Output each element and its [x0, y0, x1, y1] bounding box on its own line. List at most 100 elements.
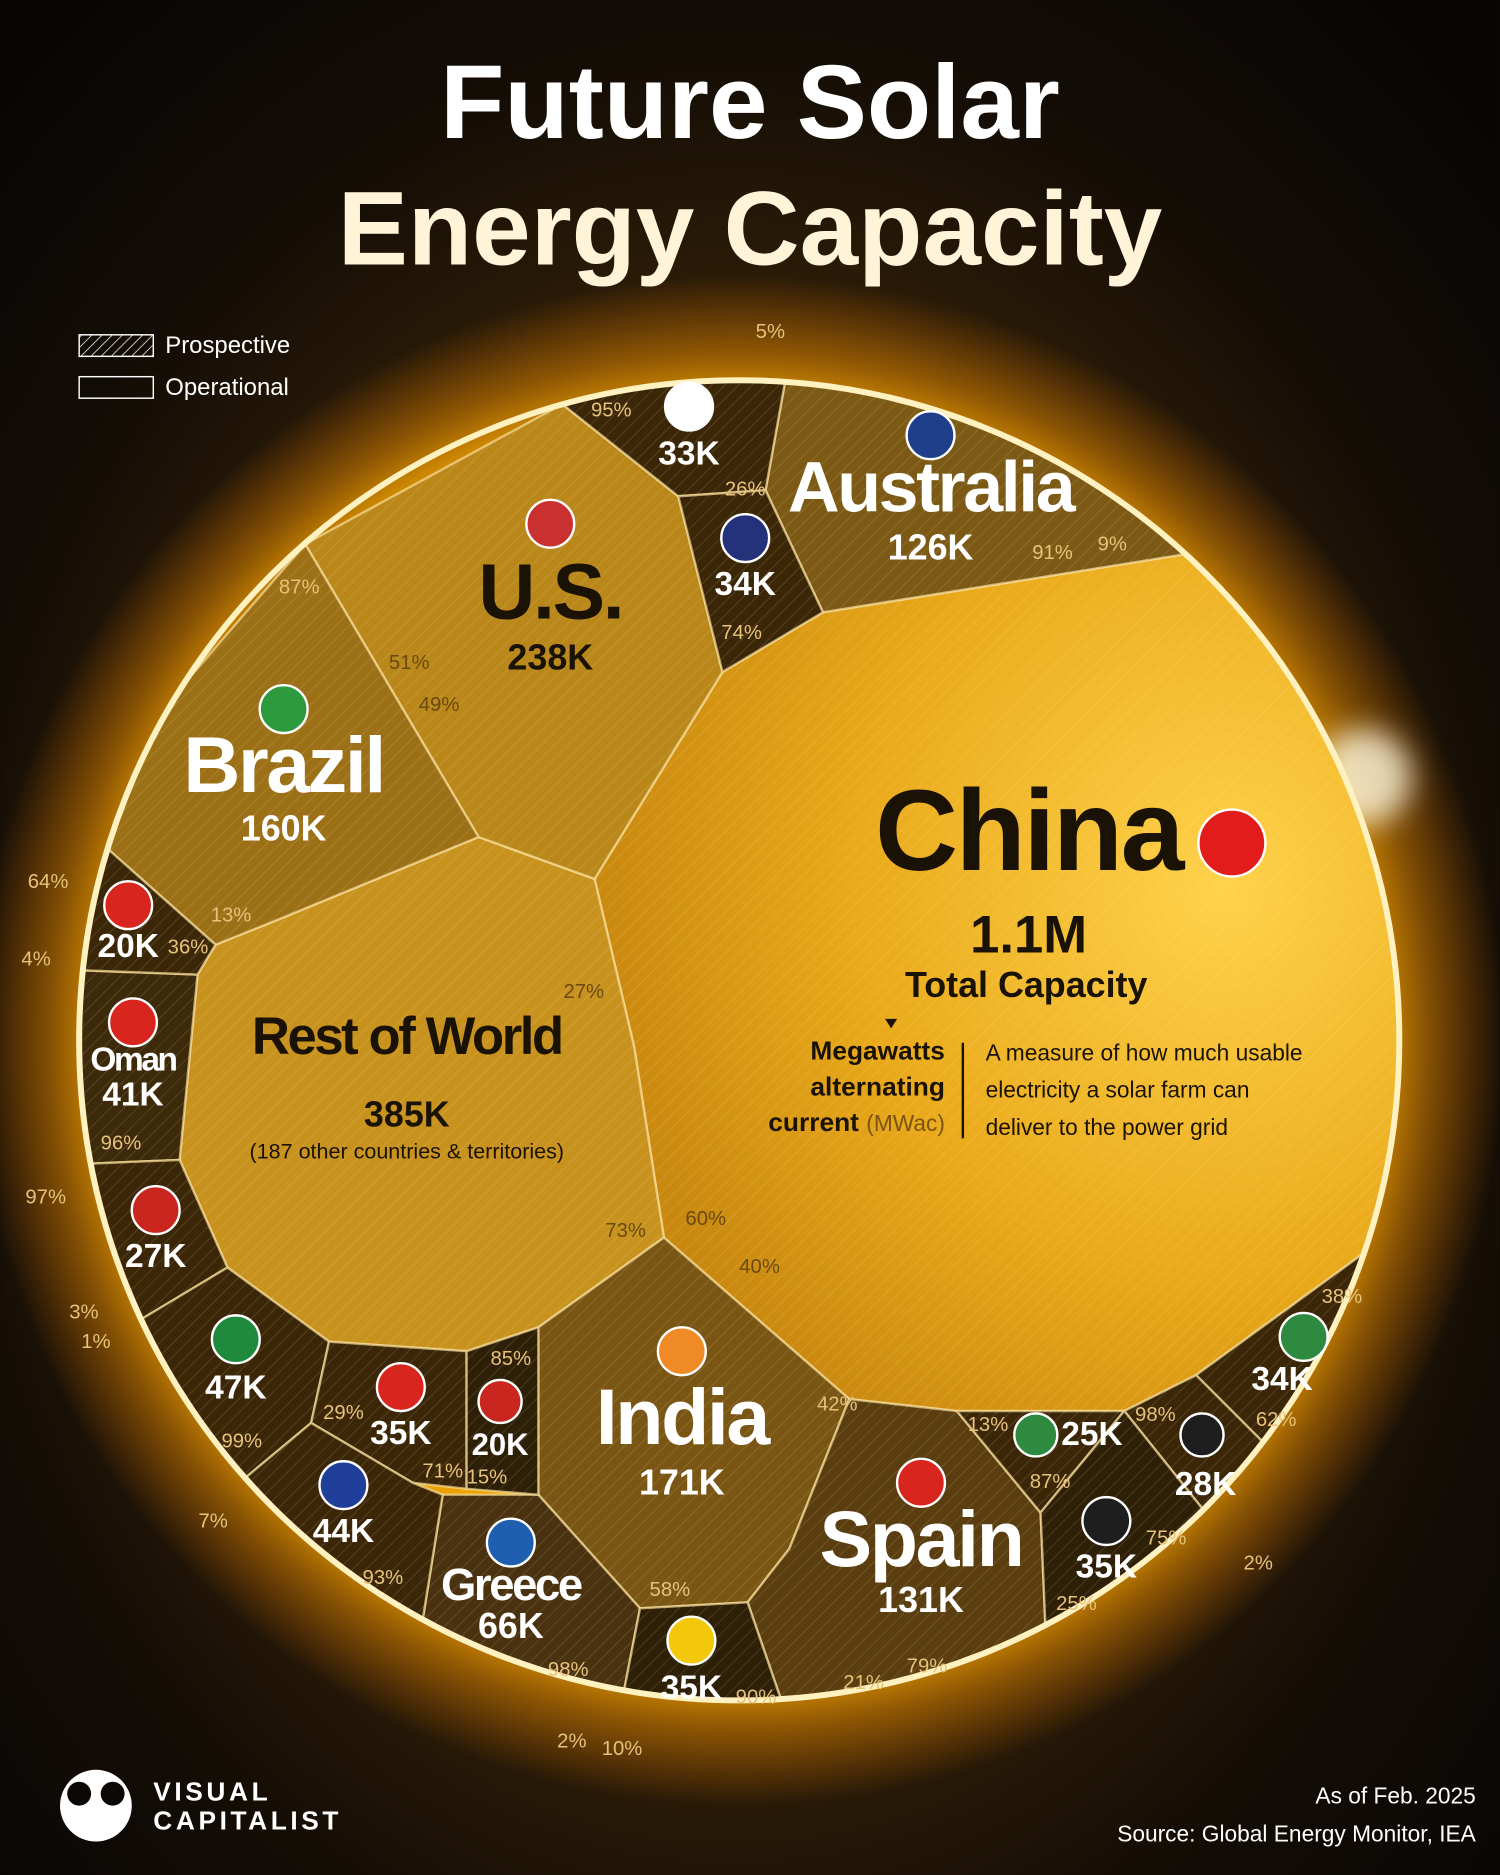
- flag: [318, 1460, 369, 1511]
- value-label: 34K: [715, 566, 776, 603]
- value-label: 34K: [1251, 1361, 1312, 1398]
- region-name: Oman: [90, 1042, 176, 1079]
- pointer: [885, 1018, 898, 1029]
- share-label: 2%: [1244, 1552, 1273, 1574]
- share-label: 10%: [602, 1738, 643, 1760]
- flag: [663, 381, 715, 432]
- legend-label: Prospective: [165, 332, 290, 359]
- total-label: Total Capacity: [905, 965, 1147, 1005]
- share-label: 90%: [736, 1686, 777, 1708]
- value-label: 41K: [102, 1076, 163, 1113]
- share-label: 93%: [363, 1567, 404, 1589]
- value-label: 1.1M: [970, 906, 1087, 965]
- unit-name: Megawatts alternating current: [768, 1035, 945, 1138]
- share-label: 85%: [491, 1348, 532, 1370]
- value-label: 385K: [364, 1094, 450, 1134]
- brand: VISUAL: [153, 1777, 271, 1807]
- flag: [210, 1314, 261, 1365]
- share-label: 51%: [389, 652, 430, 674]
- share-label: 71%: [422, 1460, 463, 1482]
- prospective-hatch: [394, 1494, 640, 1701]
- sun-rim: [76, 377, 1403, 1704]
- logo-mark: [67, 1781, 92, 1806]
- region-name: India: [596, 1373, 772, 1461]
- description-box: A measure of how much usable electricity…: [985, 1041, 1303, 1141]
- legend-swatch: [78, 334, 155, 358]
- flag: [525, 498, 576, 549]
- share-label: 26%: [725, 479, 766, 501]
- unit-box: Megawatts alternating current (MWac): [768, 1035, 945, 1138]
- share-label: 4%: [21, 949, 50, 971]
- share-label: 91%: [1032, 542, 1073, 564]
- prospective-hatch: [305, 404, 723, 879]
- logo-mark: [60, 1769, 132, 1842]
- value-label: 131K: [878, 1580, 964, 1620]
- value-label: 47K: [205, 1369, 266, 1406]
- flag: [103, 880, 154, 931]
- prospective-hatch: [538, 1237, 850, 1609]
- brand: CAPITALIST: [153, 1805, 342, 1835]
- share-label: 58%: [650, 1579, 691, 1601]
- share-label: 75%: [1146, 1527, 1187, 1549]
- share-label: 13%: [968, 1414, 1009, 1436]
- flag: [130, 1185, 181, 1236]
- prospective-hatch: [594, 454, 1400, 1412]
- share-label: 9%: [1098, 534, 1127, 556]
- share-label: 40%: [739, 1256, 780, 1278]
- share-label: 3%: [69, 1301, 98, 1323]
- share-label: 42%: [817, 1393, 858, 1415]
- prospective-hatch: [79, 544, 479, 945]
- share-label: 7%: [198, 1511, 227, 1533]
- legend-label: Operational: [165, 374, 289, 401]
- prospective-hatch: [311, 1341, 467, 1489]
- value-label: 20K: [472, 1427, 530, 1462]
- value-label: 20K: [97, 928, 158, 965]
- region-name: Brazil: [183, 721, 384, 809]
- value-label: 238K: [507, 638, 593, 678]
- share-label: 62%: [1256, 1409, 1297, 1431]
- unit-abbr: (MWac): [866, 1112, 945, 1138]
- share-label: 98%: [548, 1659, 589, 1681]
- region-name: Australia: [788, 448, 1077, 528]
- value-label: 160K: [241, 809, 327, 849]
- value-label: 35K: [370, 1415, 431, 1452]
- prospective-hatch: [179, 837, 664, 1352]
- title-line: Energy Capacity: [338, 171, 1163, 288]
- date: As of Feb. 2025: [1315, 1782, 1475, 1808]
- share-label: 64%: [28, 871, 69, 893]
- share-label: 74%: [721, 622, 762, 644]
- share-label: 36%: [168, 937, 209, 959]
- share-label: 1%: [81, 1331, 110, 1353]
- flag: [656, 1326, 707, 1377]
- flag: [905, 410, 956, 461]
- flag: [1013, 1412, 1059, 1458]
- share-label: 38%: [1322, 1286, 1363, 1308]
- share-label: 15%: [467, 1466, 508, 1488]
- value-label: 25K: [1061, 1416, 1122, 1453]
- region-name: U.S.: [478, 548, 622, 636]
- value-label: 33K: [658, 435, 719, 472]
- flag: [720, 512, 771, 564]
- share-label: 2%: [557, 1731, 586, 1753]
- prospective-hatch: [678, 490, 823, 673]
- share-label: 99%: [221, 1430, 262, 1452]
- rest-note: (187 other countries & territories): [250, 1139, 565, 1163]
- value-label: 44K: [313, 1513, 374, 1550]
- region-name: Spain: [820, 1495, 1023, 1583]
- region-name: Greece: [441, 1559, 582, 1610]
- cells: [79, 380, 1400, 1701]
- share-label: 60%: [685, 1208, 726, 1230]
- flag: [1081, 1495, 1132, 1547]
- value-label: 35K: [661, 1669, 722, 1706]
- unit-description: A measure of how much usable electricity…: [985, 1041, 1303, 1141]
- value-label: 35K: [1076, 1549, 1137, 1586]
- value-label: 171K: [639, 1463, 725, 1503]
- title-line: Future Solar: [440, 44, 1060, 161]
- value-label: 126K: [888, 528, 974, 568]
- share-label: 97%: [25, 1187, 66, 1209]
- flag: [477, 1378, 523, 1425]
- value-label: 66K: [478, 1606, 544, 1646]
- share-label: 21%: [843, 1672, 884, 1694]
- flag: [666, 1615, 717, 1666]
